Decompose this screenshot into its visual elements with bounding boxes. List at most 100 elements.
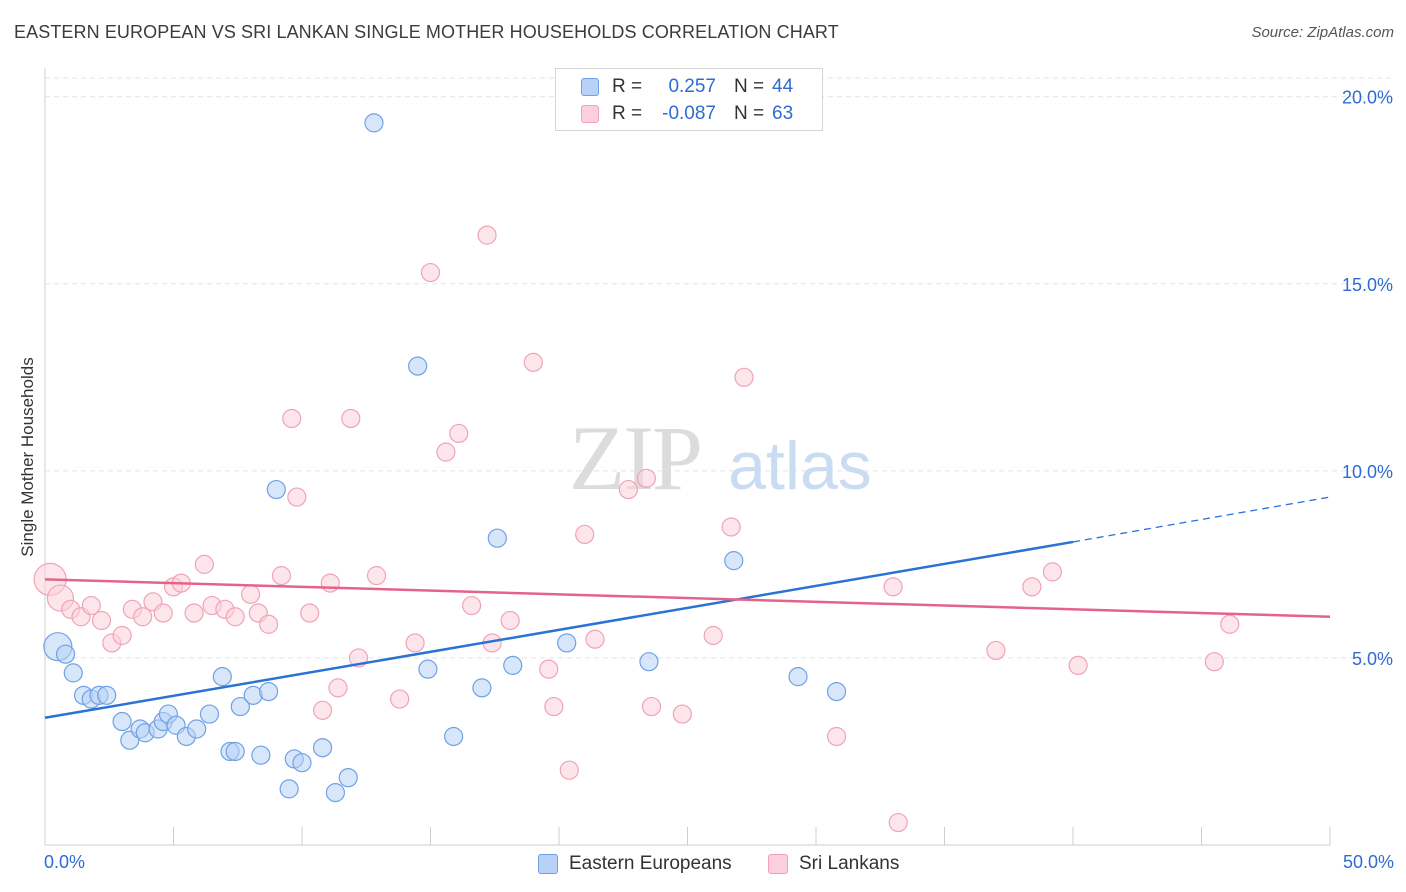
- watermark: ZIP atlas: [569, 407, 872, 509]
- point-eastern-european: [292, 753, 312, 773]
- point-eastern-european: [225, 741, 245, 762]
- point-sri-lankan: [328, 678, 348, 698]
- trend-line-eastern-europeans: [44, 540, 1074, 720]
- point-eastern-european: [557, 633, 577, 653]
- point-eastern-european: [472, 678, 492, 698]
- stats-box: R = 0.257 N = 44 R = -0.087 N = 63: [555, 68, 823, 131]
- point-sri-lankan: [539, 659, 559, 679]
- point-sri-lankan: [636, 468, 656, 488]
- point-sri-lankan: [1220, 614, 1240, 634]
- point-eastern-european: [312, 738, 333, 758]
- point-sri-lankan: [405, 633, 425, 653]
- legend-label: Eastern Europeans: [569, 853, 732, 874]
- point-eastern-european: [325, 783, 346, 803]
- point-eastern-european: [251, 745, 271, 765]
- stats-swatch-blue: [581, 78, 599, 96]
- point-eastern-european: [408, 356, 428, 376]
- point-eastern-european: [230, 696, 250, 717]
- point-sri-lankan: [366, 566, 387, 586]
- stats-row-eastern-europeans: R = 0.257 N = 44: [556, 74, 822, 100]
- point-eastern-european: [639, 652, 659, 672]
- y-tick-label: 15.0%: [1342, 275, 1393, 295]
- point-sri-lankan: [390, 689, 410, 709]
- point-eastern-european: [338, 768, 358, 788]
- point-sri-lankan: [420, 262, 441, 283]
- r-label: R =: [612, 76, 643, 97]
- point-sri-lankan: [133, 607, 153, 627]
- r-label: R =: [612, 103, 643, 124]
- point-sri-lankan: [1204, 652, 1224, 672]
- point-sri-lankan: [341, 408, 361, 429]
- point-sri-lankan: [312, 700, 333, 720]
- y-tick-label: 10.0%: [1342, 462, 1393, 482]
- point-sri-lankan: [618, 479, 638, 500]
- point-eastern-european: [826, 681, 847, 702]
- stats-row-sri-lankans: R = -0.087 N = 63: [556, 101, 822, 127]
- y-tick-labels: 5.0% 10.0% 15.0% 20.0%: [1342, 88, 1393, 669]
- point-sri-lankan: [300, 603, 320, 623]
- legend-swatch-pink: [768, 854, 788, 874]
- n-label: N =: [734, 76, 765, 97]
- point-sri-lankan: [1022, 577, 1042, 597]
- r-value: 0.257: [668, 76, 716, 97]
- watermark-atlas: atlas: [728, 428, 872, 504]
- point-sri-lankan: [225, 607, 245, 627]
- legend-label: Sri Lankans: [799, 853, 900, 874]
- point-sri-lankan: [703, 625, 723, 646]
- axes: [44, 68, 1331, 846]
- point-sri-lankan: [734, 367, 754, 387]
- trend-line-sri-lankans: [44, 578, 1331, 619]
- point-sri-lankan: [1042, 562, 1063, 582]
- point-sri-lankan: [585, 629, 605, 649]
- x-tick-label-max: 50.0%: [1342, 852, 1394, 872]
- point-eastern-european: [364, 113, 384, 133]
- point-sri-lankan: [241, 584, 261, 604]
- trend-line-extension: [1072, 496, 1331, 543]
- n-label: N =: [734, 103, 765, 124]
- point-sri-lankan: [81, 595, 101, 616]
- point-eastern-european: [212, 667, 232, 687]
- point-eastern-european: [55, 644, 76, 664]
- point-sri-lankan: [184, 603, 204, 623]
- point-eastern-european: [503, 655, 523, 676]
- point-sri-lankan: [544, 696, 564, 717]
- point-eastern-european: [487, 528, 507, 548]
- point-sri-lankan: [282, 408, 302, 429]
- chart-title: EASTERN EUROPEAN VS SRI LANKAN SINGLE MO…: [14, 22, 839, 42]
- point-sri-lankan: [271, 566, 292, 586]
- point-eastern-european: [724, 551, 744, 571]
- data-points: [33, 113, 1240, 833]
- point-eastern-european: [444, 726, 464, 747]
- point-sri-lankan: [641, 696, 662, 717]
- point-sri-lankan: [320, 573, 340, 593]
- point-sri-lankan: [672, 704, 692, 724]
- point-sri-lankan: [112, 625, 132, 646]
- y-axis-title: Single Mother Households: [18, 357, 37, 557]
- point-sri-lankan: [575, 524, 595, 545]
- point-sri-lankan: [436, 442, 456, 462]
- x-tick-label-min: 0.0%: [44, 852, 86, 872]
- point-sri-lankan: [153, 603, 173, 623]
- n-value: 63: [772, 103, 794, 124]
- point-sri-lankan: [986, 640, 1006, 661]
- legend-swatch-blue: [538, 854, 558, 874]
- point-eastern-european: [279, 779, 299, 799]
- point-sri-lankan: [287, 487, 307, 507]
- point-sri-lankan: [826, 726, 847, 747]
- point-eastern-european: [187, 719, 207, 739]
- point-sri-lankan: [500, 610, 520, 631]
- point-sri-lankan: [258, 614, 279, 634]
- point-sri-lankan: [523, 352, 543, 372]
- point-sri-lankan: [1068, 655, 1088, 676]
- point-eastern-european: [199, 704, 220, 724]
- source-label: Source: ZipAtlas.com: [1251, 24, 1394, 41]
- legend: Eastern Europeans Sri Lankans: [0, 852, 1406, 878]
- point-eastern-european: [97, 685, 117, 705]
- point-sri-lankan: [559, 760, 579, 780]
- point-eastern-european: [258, 681, 279, 702]
- y-tick-label: 5.0%: [1352, 649, 1393, 669]
- point-sri-lankan: [91, 610, 112, 631]
- point-sri-lankan: [449, 423, 469, 444]
- point-eastern-european: [63, 663, 83, 683]
